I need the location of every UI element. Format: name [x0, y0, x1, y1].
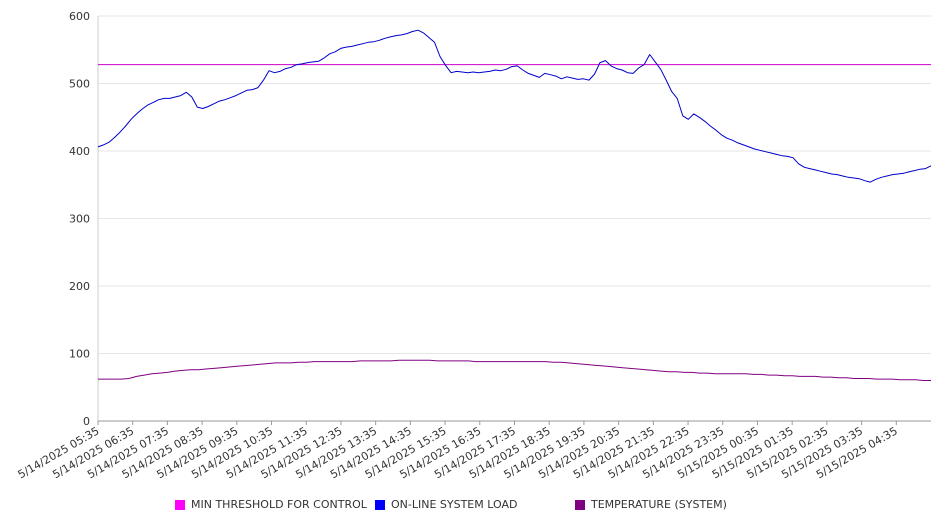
legend-swatch-min-threshold	[175, 499, 185, 510]
y-axis-ticks: 0 100 200 300 400 500 600	[69, 10, 90, 428]
legend-item-system-load[interactable]: ON-LINE SYSTEM LOAD	[375, 498, 517, 511]
x-axis-ticks: 5/14/2025 05:355/14/2025 06:355/14/2025 …	[16, 421, 900, 481]
series-line-system-load	[97, 29, 932, 183]
y-tick-label: 100	[69, 348, 90, 361]
y-tick-label: 600	[69, 10, 90, 23]
y-tick-label: 0	[83, 415, 90, 428]
y-tick-label: 300	[69, 213, 90, 226]
legend-label-system-load: ON-LINE SYSTEM LOAD	[391, 498, 518, 511]
legend: MIN THRESHOLD FOR CONTROL ON-LINE SYSTEM…	[0, 498, 946, 516]
y-tick-label: 400	[69, 145, 90, 158]
legend-swatch-temperature	[575, 499, 585, 510]
legend-label-min-threshold: MIN THRESHOLD FOR CONTROL	[191, 498, 367, 511]
y-tick-label: 200	[69, 280, 90, 293]
legend-swatch-system-load	[375, 499, 385, 510]
legend-label-temperature: TEMPERATURE (SYSTEM)	[591, 498, 727, 511]
series-line-temperature	[98, 359, 931, 381]
gridlines	[98, 15, 931, 354]
y-tick-label: 500	[69, 78, 90, 91]
legend-item-min-threshold[interactable]: MIN THRESHOLD FOR CONTROL	[175, 498, 367, 511]
legend-item-temperature[interactable]: TEMPERATURE (SYSTEM)	[575, 498, 727, 511]
series-lines	[97, 29, 932, 381]
